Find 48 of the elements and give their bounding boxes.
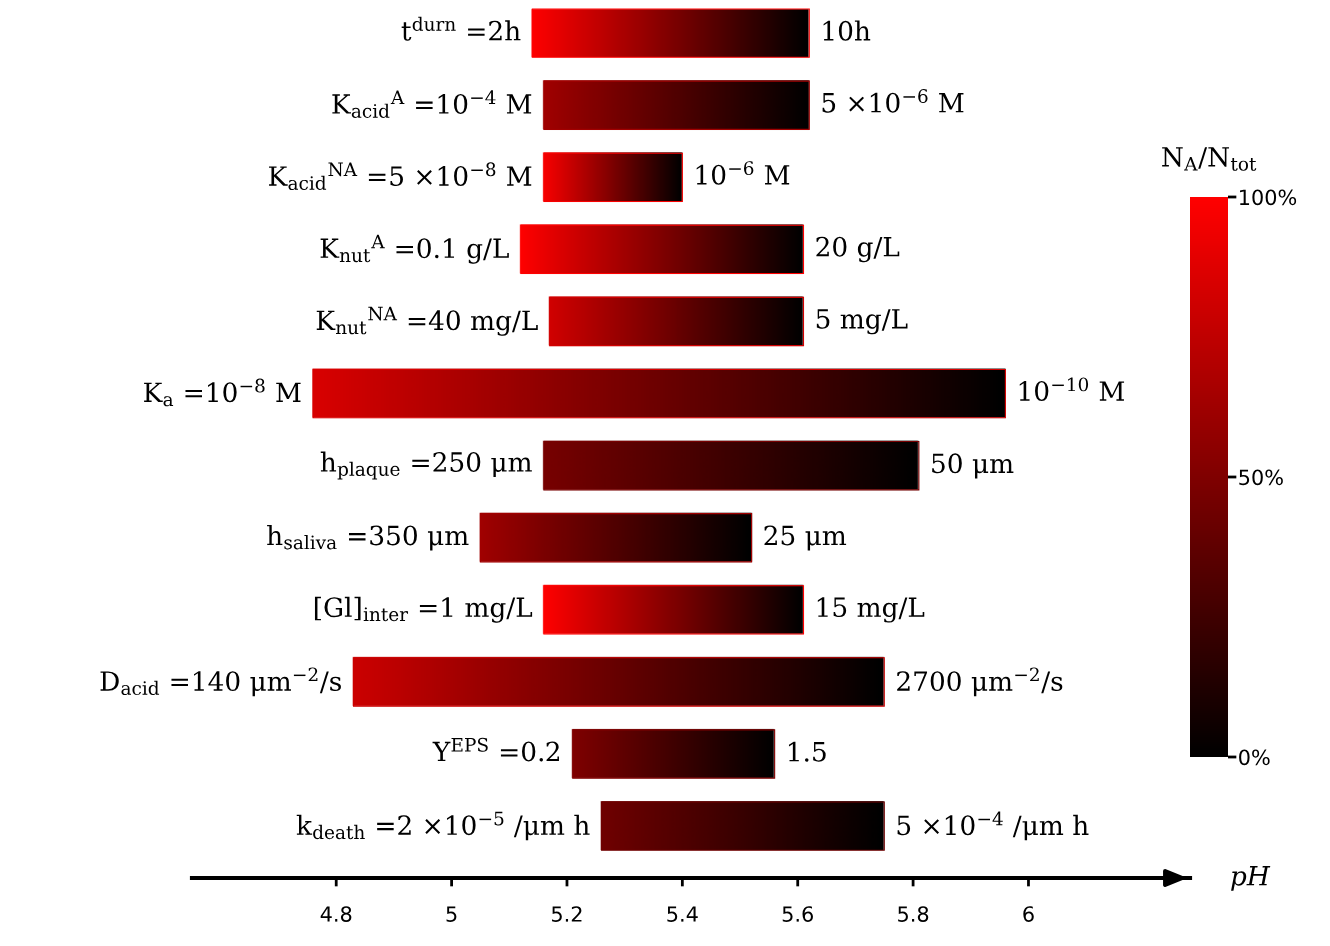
y-tick-label: k$_{death}$ =2 ×10$^{−5}$ /μm h [296, 811, 590, 841]
y-tick-label: Y$^{EPS}$ =0.2 [432, 737, 559, 762]
x-tick-label: 5 [446, 906, 457, 922]
y-tick-label: t$^{durn}$ =2h [401, 16, 521, 41]
annotation: 2700 μm$^{−2}$/s [897, 667, 1063, 697]
x-axis-title: pH [1231, 866, 1271, 891]
x-tick-label: 5.2 [552, 906, 582, 922]
bar [601, 801, 885, 851]
color-bar-label: 0% [1239, 749, 1270, 766]
annotation: 50 μm [932, 453, 1014, 479]
bar [479, 513, 753, 563]
annotation: 1.5 [788, 741, 826, 762]
bar [352, 657, 885, 707]
annotation: 5 mg/L [816, 309, 908, 335]
y-tick-label: K$_{acid}$$^{A}$ =10$^{−4}$ M [332, 90, 532, 118]
annotation: 10h [823, 20, 871, 41]
y-tick-label: h$_{saliva}$ =350 μm [267, 524, 469, 551]
annotation: 25 μm [764, 525, 847, 551]
bar [549, 296, 805, 347]
x-tick-label: 5.6 [782, 906, 813, 922]
y-tick-label: D$_{acid}$ =140 μm$^{−2}$/s [100, 667, 341, 697]
x-tick-label: 6 [1023, 906, 1034, 922]
bar [543, 152, 683, 203]
annotation: 5 ×10$^{−4}$ /μm h [897, 811, 1089, 841]
y-tick-label: K$_{a}$ =10$^{−8}$ M [144, 378, 301, 407]
x-tick-label: 4.8 [320, 906, 352, 922]
y-tick-label: [Gl]$_{inter}$ =1 mg/L [314, 596, 533, 623]
color-bar-label: 50% [1239, 469, 1283, 486]
x-tick-label: 5.4 [667, 906, 698, 922]
bar [531, 8, 810, 58]
bar [543, 80, 810, 130]
y-tick-label: K$_{acid}$$^{NA}$ =5 ×10$^{−8}$ M [269, 162, 532, 191]
y-tick-label: K$_{nut}$$^{NA}$ =40 mg/L [316, 306, 538, 336]
annotation: 15 mg/L [817, 597, 925, 623]
color-bar-label: 100% [1240, 189, 1297, 206]
y-tick-label: K$_{nut}$$^{A}$ =0.1 g/L [320, 234, 509, 264]
annotation: 10$^{−10}$ M [1019, 377, 1125, 402]
bar [520, 224, 805, 275]
annotation: 20 g/L [816, 236, 900, 263]
annotation: 10$^{−6}$ M [696, 161, 790, 185]
annotation: 5 ×10$^{−6}$ M [822, 89, 964, 113]
color-bar-title: N$_{A}$/N$_{tot}$ [1162, 147, 1257, 171]
bar [543, 585, 805, 635]
bar [543, 440, 920, 491]
y-tick-label: h$_{plaque}$ =250 μm [320, 451, 532, 480]
bar [312, 368, 1006, 419]
x-tick-label: 5.8 [898, 906, 929, 922]
bar [572, 729, 776, 779]
